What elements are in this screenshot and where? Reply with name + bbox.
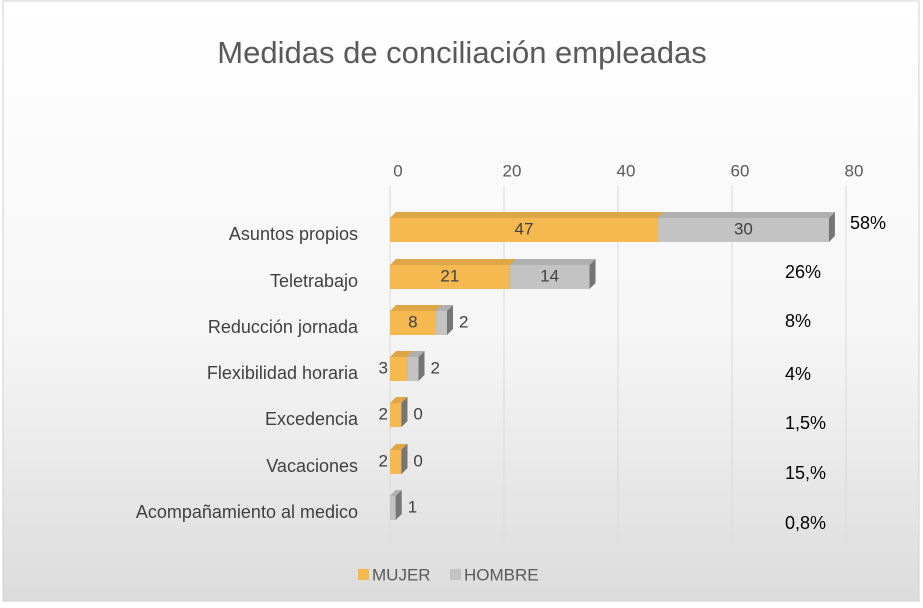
data-label: 8 bbox=[408, 312, 417, 331]
y-tick-label: Reducción jornada bbox=[208, 317, 359, 337]
bar bbox=[390, 496, 396, 520]
data-label: 2 bbox=[459, 312, 468, 331]
bar bbox=[390, 357, 408, 381]
data-label: 2 bbox=[379, 404, 388, 423]
bar-top bbox=[390, 444, 408, 450]
bar bbox=[390, 218, 658, 242]
bar-top bbox=[390, 212, 664, 218]
data-label: 2 bbox=[431, 358, 440, 377]
bar bbox=[509, 265, 590, 289]
annotation: 4% bbox=[785, 364, 811, 384]
bar bbox=[657, 218, 829, 242]
y-tick-label: Acompañamiento al medico bbox=[136, 502, 358, 522]
y-tick-label: Flexibilidad horaria bbox=[207, 363, 359, 383]
data-label: 3 bbox=[379, 358, 388, 377]
bar bbox=[390, 311, 436, 335]
bar bbox=[435, 311, 447, 335]
bar-side bbox=[401, 397, 408, 427]
data-label: 2 bbox=[379, 451, 388, 470]
bar-side bbox=[395, 490, 402, 520]
annotation: 26% bbox=[785, 262, 821, 282]
bar bbox=[390, 265, 510, 289]
data-label: 47 bbox=[514, 219, 533, 238]
bar-top bbox=[390, 397, 408, 403]
bar bbox=[390, 450, 402, 474]
x-tick-label: 0 bbox=[393, 161, 402, 180]
bar-top bbox=[509, 259, 596, 265]
y-tick-label: Excedencia bbox=[265, 409, 359, 429]
bar-side bbox=[418, 351, 425, 381]
bar-top bbox=[657, 212, 835, 218]
bar-top bbox=[407, 351, 425, 357]
x-tick-label: 60 bbox=[731, 161, 750, 180]
x-tick-label: 40 bbox=[617, 161, 636, 180]
legend-swatch bbox=[358, 569, 369, 580]
bar bbox=[407, 357, 419, 381]
data-label: 30 bbox=[734, 219, 753, 238]
annotation: 8% bbox=[785, 311, 811, 331]
bar-side bbox=[828, 212, 835, 242]
data-label: 1 bbox=[408, 497, 417, 516]
bar-top bbox=[390, 490, 402, 496]
annotation: 1,5% bbox=[785, 413, 826, 433]
bar-top bbox=[390, 305, 442, 311]
annotation: 0,8% bbox=[785, 513, 826, 533]
x-tick-label: 80 bbox=[845, 161, 864, 180]
data-label: 0 bbox=[413, 451, 422, 470]
data-label: 0 bbox=[413, 404, 422, 423]
y-tick-label: Asuntos propios bbox=[229, 224, 358, 244]
bar-top bbox=[390, 259, 516, 265]
bar-side bbox=[447, 305, 453, 335]
y-tick-label: Vacaciones bbox=[266, 456, 358, 476]
bar-top bbox=[435, 305, 453, 311]
legend-swatch bbox=[450, 569, 461, 580]
bar-side bbox=[589, 259, 596, 289]
data-label: 14 bbox=[540, 266, 559, 285]
legend-label: HOMBRE bbox=[464, 565, 539, 584]
data-label: 21 bbox=[440, 266, 459, 285]
bar bbox=[390, 403, 402, 427]
x-tick-label: 20 bbox=[503, 161, 522, 180]
annotation: 58% bbox=[850, 213, 886, 233]
chart-title: Medidas de conciliación empleadas bbox=[217, 35, 706, 70]
annotation: 15,% bbox=[785, 463, 826, 483]
bar-side bbox=[401, 444, 408, 474]
y-tick-label: Teletrabajo bbox=[270, 271, 358, 291]
bar-top bbox=[390, 351, 414, 357]
legend-label: MUJER bbox=[372, 565, 431, 584]
